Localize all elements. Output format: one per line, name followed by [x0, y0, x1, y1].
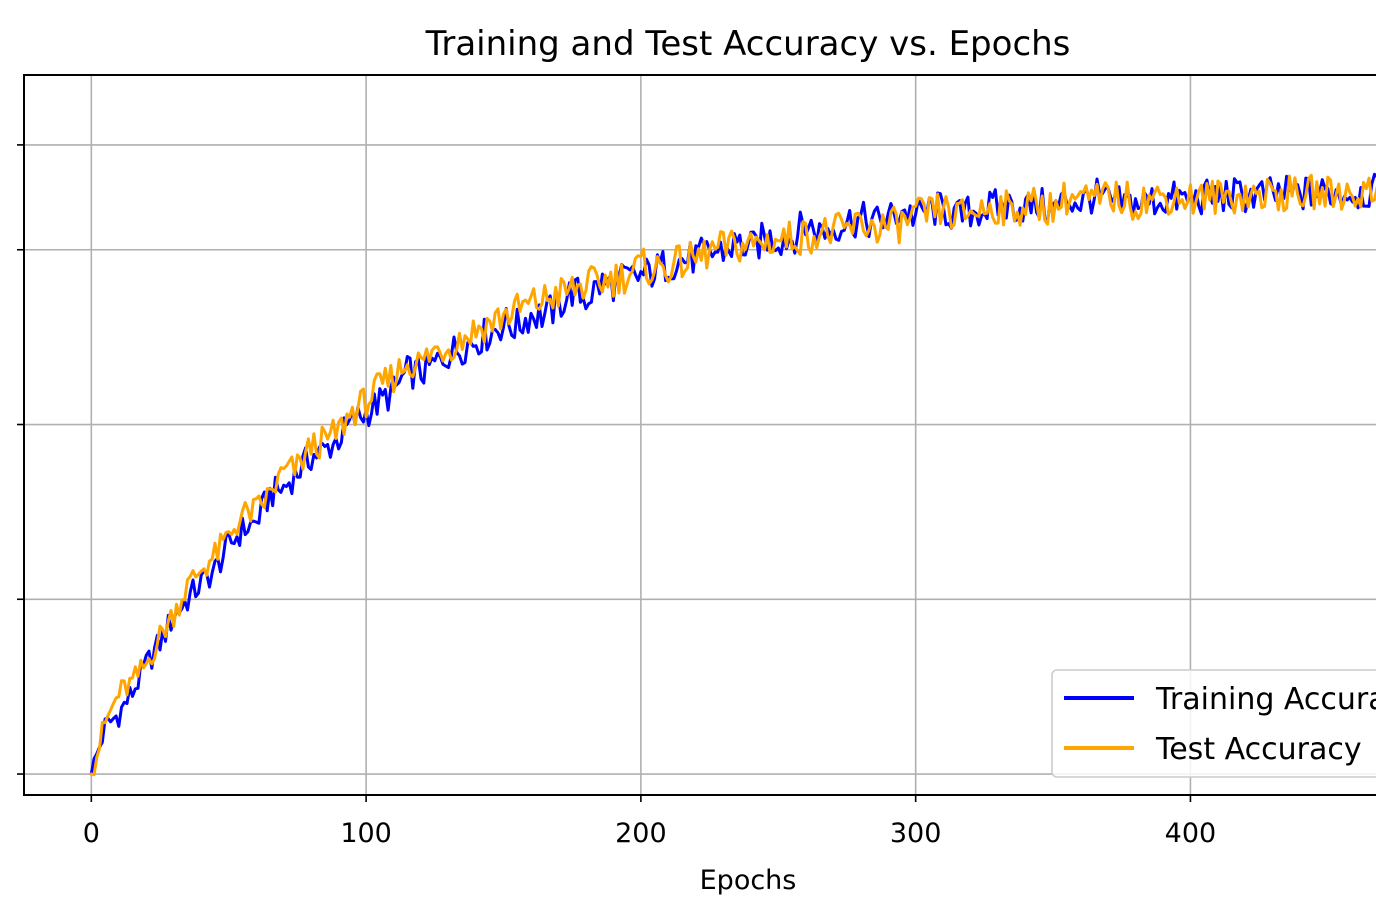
series-line-training-accuracy: [89, 172, 1376, 776]
series-line-test-accuracy: [89, 173, 1376, 777]
series-lines: [89, 172, 1376, 777]
x-tick-label: 0: [83, 818, 100, 849]
legend-label: Test Accuracy: [1155, 732, 1362, 767]
x-ticks: 0 100 200 300 400: [83, 795, 1216, 849]
plot-frame: [23, 74, 1376, 796]
legend: Training Accuracy Test Accuracy: [1051, 669, 1376, 778]
legend-label: Training Accuracy: [1155, 682, 1376, 717]
x-axis-label: Epochs: [700, 865, 797, 896]
x-tick-label: 100: [340, 818, 392, 849]
x-tick-label: 400: [1165, 818, 1217, 849]
y-ticks: [17, 144, 24, 775]
chart-title: Training and Test Accuracy vs. Epochs: [425, 24, 1071, 64]
x-tick-label: 200: [615, 818, 667, 849]
x-tick-label: 300: [890, 818, 942, 849]
